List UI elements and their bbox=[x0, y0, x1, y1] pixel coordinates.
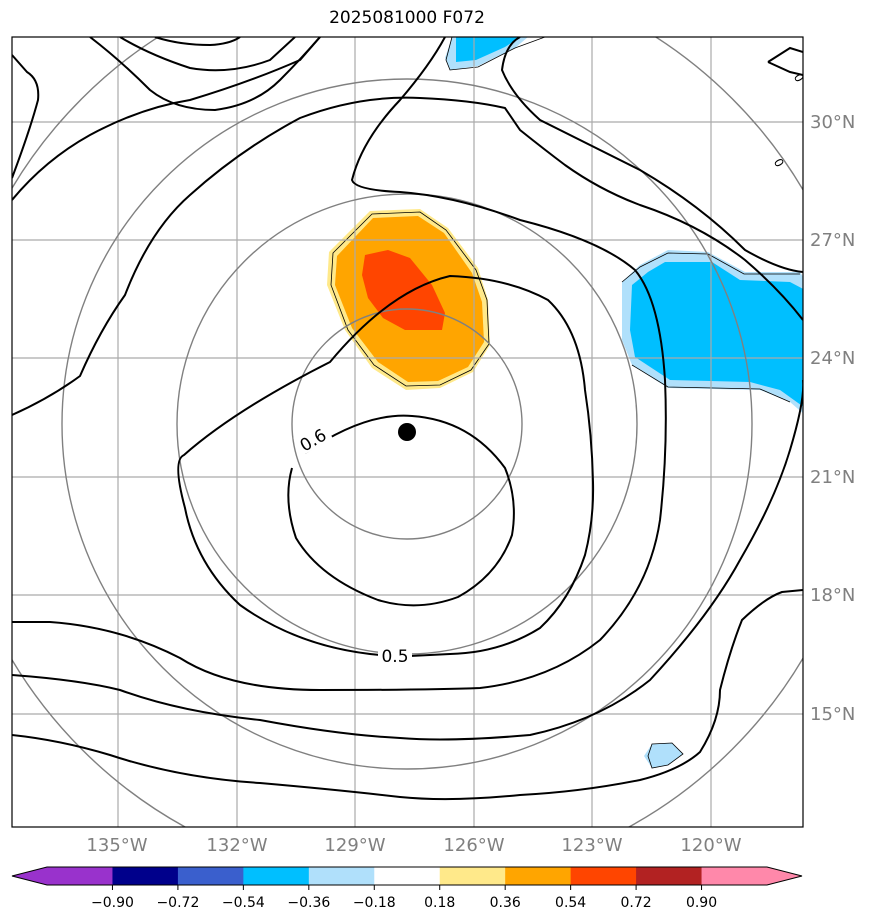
lon-label-123w: 123°W bbox=[561, 835, 622, 856]
lon-label-135w: 135°W bbox=[86, 835, 147, 856]
cold-north-mid-fill bbox=[456, 37, 520, 62]
lat-label-18n: 18°N bbox=[810, 585, 855, 606]
contour-0.6 bbox=[287, 414, 515, 607]
colorbar-tick-label: −0.90 bbox=[91, 895, 134, 911]
range-ring-4 bbox=[12, 37, 803, 827]
contour-lines bbox=[12, 37, 803, 801]
cold-anomaly-region-east bbox=[621, 250, 803, 414]
lat-label-24n: 24°N bbox=[810, 348, 855, 369]
colorbar-bin bbox=[374, 867, 441, 885]
latitude-labels: 30°N 27°N 24°N 21°N 18°N 15°N bbox=[810, 112, 855, 725]
range-rings bbox=[12, 37, 803, 827]
longitude-labels: 135°W 132°W 129°W 126°W 123°W 120°W bbox=[86, 835, 741, 856]
cold-south-outline bbox=[647, 742, 684, 769]
lon-label-126w: 126°W bbox=[443, 835, 504, 856]
lat-label-15n: 15°N bbox=[810, 704, 855, 725]
contour-8 bbox=[12, 37, 321, 201]
map-title: 2025081000 F072 bbox=[329, 8, 485, 28]
colorbar-bin bbox=[308, 867, 375, 885]
colorbar-bin bbox=[243, 867, 310, 885]
graticule bbox=[12, 37, 803, 827]
cold-outline bbox=[621, 252, 800, 403]
cold-north-outline bbox=[445, 37, 546, 71]
lon-label-132w: 132°W bbox=[206, 835, 267, 856]
colorbar-tick-label: −0.36 bbox=[287, 895, 330, 911]
lon-label-120w: 120°W bbox=[680, 835, 741, 856]
contour-0.5 bbox=[177, 274, 595, 657]
contour-6 bbox=[12, 96, 803, 416]
colorbar-outline bbox=[11, 866, 803, 886]
warm-outline bbox=[330, 211, 490, 387]
colorbar-extend-min bbox=[12, 867, 47, 885]
lat-label-21n: 21°N bbox=[810, 467, 855, 488]
colorbar-bin bbox=[570, 867, 637, 885]
colorbar-bin bbox=[439, 867, 506, 885]
colorbar-bin bbox=[701, 867, 768, 885]
cold-south-fill bbox=[644, 743, 683, 768]
cold-anomaly-region-north bbox=[445, 37, 546, 71]
contour-label-edge-1: 0 bbox=[771, 156, 787, 170]
lat-label-27n: 27°N bbox=[810, 230, 855, 251]
contour-4 bbox=[12, 380, 803, 741]
storm-center-marker bbox=[398, 423, 416, 441]
colorbar: −0.90 −0.72 −0.54 −0.36 −0.18 0.18 0.36 0.54 0.7… bbox=[11, 866, 803, 911]
warm-anomaly-region bbox=[327, 209, 490, 390]
lat-label-30n: 30°N bbox=[810, 112, 855, 133]
contour-label-0.5: 0.5 bbox=[381, 647, 408, 667]
contour-7 bbox=[12, 54, 40, 179]
range-ring-3 bbox=[61, 78, 753, 770]
colorbar-bin bbox=[47, 867, 113, 885]
colorbar-bin bbox=[505, 867, 572, 885]
contour-5 bbox=[12, 589, 803, 801]
colorbar-tick-label: −0.54 bbox=[222, 895, 265, 911]
map-frame bbox=[11, 36, 804, 828]
cold-anomaly-region-south bbox=[644, 742, 684, 769]
contour-10 bbox=[119, 37, 296, 72]
colorbar-bin bbox=[636, 867, 703, 885]
contour-9 bbox=[89, 37, 321, 112]
colorbar-tick-label: 0.72 bbox=[621, 895, 652, 911]
colorbar-bin bbox=[177, 867, 244, 885]
colorbar-tick-label: 0.90 bbox=[686, 895, 717, 911]
range-ring-1 bbox=[291, 308, 523, 540]
contour-11 bbox=[154, 37, 241, 47]
contour-12 bbox=[500, 37, 803, 273]
contour-13 bbox=[767, 46, 803, 76]
colorbar-tick-label: −0.18 bbox=[353, 895, 396, 911]
colorbar-tick-label: 0.18 bbox=[424, 895, 455, 911]
lon-label-129w: 129°W bbox=[324, 835, 385, 856]
colorbar-tick-label: −0.72 bbox=[156, 895, 199, 911]
colorbar-tick-label: 0.36 bbox=[490, 895, 521, 911]
colorbar-tick-label: 0.54 bbox=[555, 895, 586, 911]
contour-3 bbox=[12, 37, 667, 692]
colorbar-extend-max bbox=[767, 867, 802, 885]
colorbar-bin bbox=[112, 867, 179, 885]
cold-mid-fill bbox=[630, 262, 803, 407]
